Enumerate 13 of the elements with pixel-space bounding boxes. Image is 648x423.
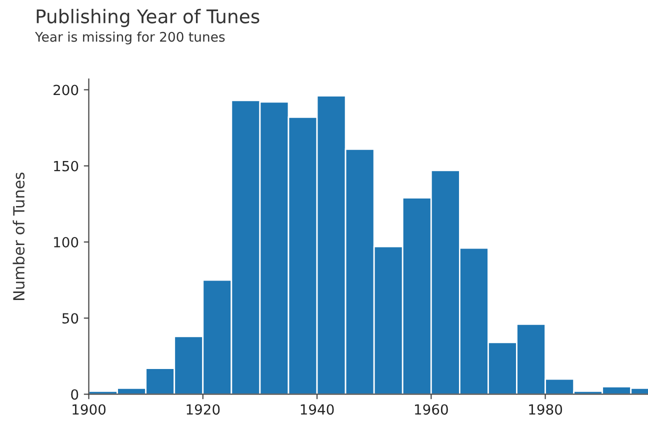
y-tick-label: 50 — [62, 313, 78, 324]
y-tick-label: 200 — [54, 84, 78, 96]
y-tick-label: 150 — [54, 160, 78, 172]
chart-subtitle: Year is missing for 200 tunes — [34, 32, 225, 44]
x-tick-label: 1940 — [300, 404, 334, 415]
x-tick-label: 1960 — [415, 404, 448, 415]
x-tick-label: 1900 — [72, 404, 106, 415]
y-tick-label: 0 — [71, 389, 78, 400]
x-tick-label: 1980 — [529, 404, 562, 415]
chart-title: Publishing Year of Tunes — [36, 8, 260, 28]
y-axis-title: Number of Tunes — [12, 172, 25, 300]
x-tick-label: 1920 — [186, 404, 220, 415]
y-tick-label: 100 — [54, 236, 78, 248]
